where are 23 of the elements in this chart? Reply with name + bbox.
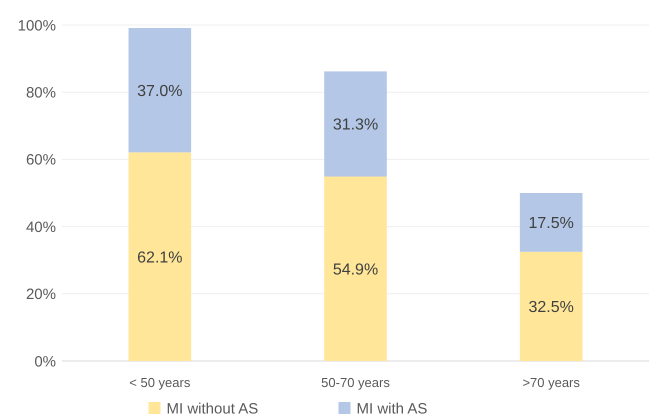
bar [520,252,582,361]
bar [128,152,192,361]
legend-label: MI with AS [356,400,428,418]
x-tick-label: >70 years [522,375,580,390]
bar [324,71,387,177]
bar [520,193,582,252]
data-label: 54.9% [332,261,378,278]
y-tick-label: 60% [26,152,56,169]
data-label: 62.1% [137,249,183,266]
bar [324,176,387,361]
y-tick-label: 20% [26,286,56,304]
data-label: 37.0% [137,82,183,100]
y-tick-label: 80% [26,84,56,102]
data-label: 17.5% [528,215,574,232]
y-tick-label: 100% [18,17,56,34]
y-tick-label: 0% [34,353,56,370]
y-tick-label: 40% [26,218,56,236]
data-label: 32.5% [528,299,574,316]
x-tick-label: 50-70 years [321,375,390,390]
bar [128,28,192,152]
data-label: 31.3% [332,116,378,134]
x-tick-label: < 50 years [129,375,191,390]
legend-label: MI without AS [166,400,258,418]
